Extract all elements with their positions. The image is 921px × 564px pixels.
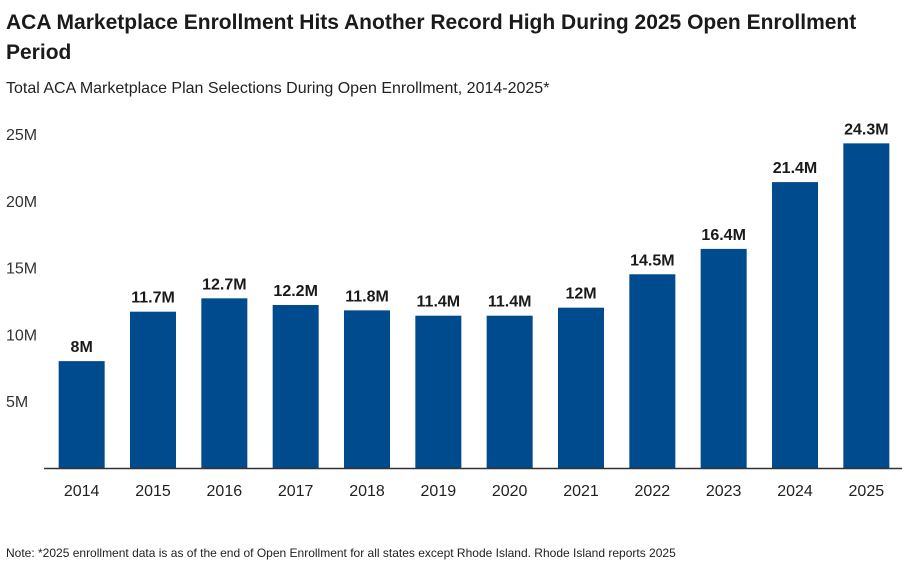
data-label-2022: 14.5M — [630, 252, 674, 269]
x-tick-label-2014: 2014 — [64, 483, 100, 500]
bar-2022 — [629, 274, 676, 468]
data-label-2021: 12M — [565, 286, 596, 303]
x-tick-label-2025: 2025 — [849, 483, 885, 500]
x-tick-label-2022: 2022 — [635, 483, 671, 500]
x-tick-label-2016: 2016 — [207, 483, 243, 500]
chart-title: ACA Marketplace Enrollment Hits Another … — [6, 11, 857, 64]
y-tick-label: 10M — [6, 327, 37, 344]
bar-2024 — [772, 182, 818, 468]
bar-2018 — [344, 310, 390, 468]
data-label-2015: 11.7M — [131, 290, 175, 307]
bar-2023 — [700, 248, 747, 468]
x-tick-label-2021: 2021 — [563, 483, 599, 500]
y-tick-label: 20M — [6, 194, 37, 211]
data-label-2017: 12.2M — [273, 283, 317, 300]
x-axis: 2014 2015 2016 2017 2018 2019 2020 2021 2022 2023… — [44, 467, 902, 500]
footnote: Note: *2025 enrollment data is as of the… — [6, 546, 676, 560]
data-label-2023: 16.4M — [701, 227, 745, 244]
y-tick-label: 15M — [6, 261, 37, 278]
data-label-2020: 11.4M — [488, 294, 532, 311]
bar-2020 — [486, 315, 533, 468]
data-label-2019: 11.4M — [417, 294, 461, 311]
x-tick-label-2024: 2024 — [777, 483, 813, 500]
bar-2017 — [272, 305, 319, 468]
y-tick-label: 25M — [6, 127, 37, 144]
y-tick-label: 5M — [6, 394, 28, 411]
x-tick-label-2018: 2018 — [349, 483, 385, 500]
data-label-2016: 12.7M — [202, 276, 246, 293]
bar-2025 — [843, 143, 890, 469]
bars — [58, 143, 890, 469]
bar-2015 — [130, 311, 176, 468]
data-labels: 8M 11.7M 12.7M 12.2M 11.8M 11.4M 11.4M 12M 14.5M… — [71, 121, 889, 356]
bar-chart: 5M 10M 15M 20M 25M 8M 11.7M 12.7M 12.2M 11.8M 11.… — [6, 121, 902, 500]
x-tick-label-2023: 2023 — [706, 483, 742, 500]
bar-2016 — [201, 298, 248, 468]
bar-2021 — [558, 307, 604, 468]
x-tick-label-2020: 2020 — [492, 483, 528, 500]
bar-2019 — [415, 315, 462, 468]
data-label-2018: 11.8M — [345, 288, 389, 305]
x-tick-label-2019: 2019 — [421, 483, 457, 500]
data-label-2025: 24.3M — [844, 121, 888, 138]
data-label-2024: 21.4M — [773, 160, 817, 177]
bar-2014 — [58, 361, 105, 468]
x-tick-label-2015: 2015 — [135, 483, 171, 500]
y-axis: 5M 10M 15M 20M 25M — [6, 127, 37, 411]
chart-subtitle: Total ACA Marketplace Plan Selections Du… — [6, 80, 550, 97]
x-tick-label-2017: 2017 — [278, 483, 314, 500]
data-label-2014: 8M — [71, 339, 93, 356]
